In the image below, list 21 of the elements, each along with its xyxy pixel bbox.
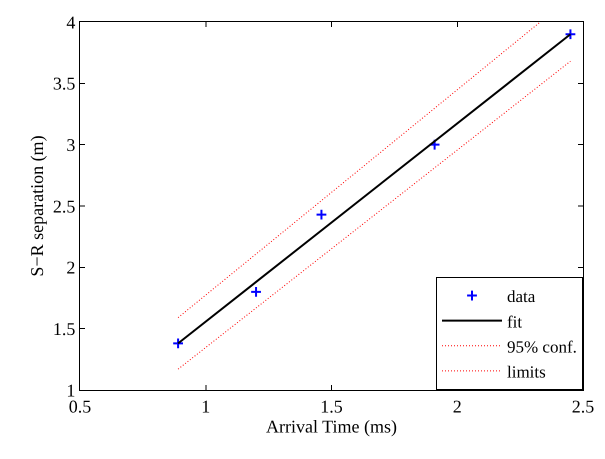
x-tick-label: 1 xyxy=(201,396,210,417)
x-tick-label: 1.5 xyxy=(320,396,343,417)
y-tick-label: 1.5 xyxy=(52,318,76,339)
y-tick-label: 2 xyxy=(66,258,76,278)
y-tick-label: 4 xyxy=(66,12,76,32)
x-axis-title: Arrival Time (ms) xyxy=(266,416,398,437)
point xyxy=(428,138,441,151)
point xyxy=(250,286,262,298)
y-tick-label: 2.5 xyxy=(52,196,76,216)
legend-label: data xyxy=(507,287,536,306)
y-axis-title: S−R separation (m) xyxy=(27,135,48,277)
y-tick-label: 3.5 xyxy=(52,74,76,94)
point xyxy=(564,28,576,40)
x-tick-label: 2.5 xyxy=(572,396,594,417)
legend-label: fit xyxy=(507,312,522,332)
point xyxy=(316,208,328,220)
legend-label: 95% conf. xyxy=(507,337,577,356)
point xyxy=(172,337,184,350)
y-tick-label: 3 xyxy=(66,134,76,155)
legend-label: limits xyxy=(507,362,546,382)
x-tick-label: 2 xyxy=(452,396,462,417)
